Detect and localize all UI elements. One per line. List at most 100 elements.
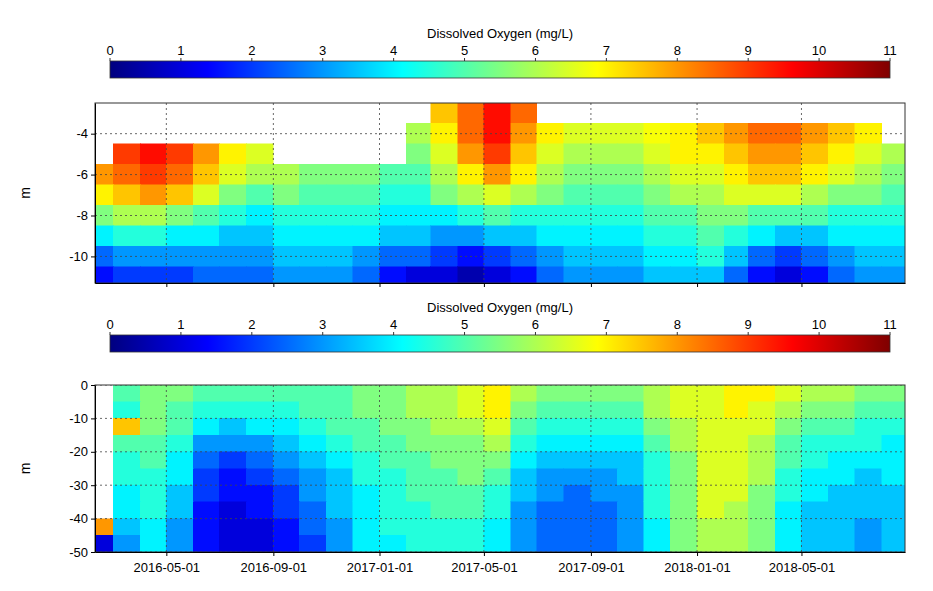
- colorbar-tick-label: 3: [319, 43, 326, 58]
- cell: [273, 502, 299, 519]
- grid-line-y: [95, 418, 905, 419]
- cell: [219, 246, 246, 266]
- colorbar-tick: [110, 58, 111, 61]
- cell: [458, 103, 484, 123]
- cell: [484, 485, 511, 502]
- cell: [380, 418, 407, 435]
- y-axis-line: [95, 104, 96, 284]
- cell: [801, 144, 828, 164]
- cell: [537, 402, 564, 419]
- y-tick: -4: [76, 126, 95, 141]
- cell: [431, 418, 458, 435]
- cell: [380, 502, 407, 519]
- cell: [193, 535, 219, 552]
- cell: [855, 502, 882, 519]
- y-tick-label: -50: [69, 545, 88, 560]
- cell: [299, 502, 326, 519]
- cell: [353, 519, 380, 536]
- cell: [431, 226, 458, 246]
- cell: [644, 402, 670, 419]
- cell: [617, 144, 644, 164]
- y-axis-title: m: [17, 463, 33, 475]
- cell: [697, 485, 724, 502]
- cell: [697, 435, 724, 452]
- x-tick-mark: [591, 552, 592, 556]
- cell: [644, 144, 670, 164]
- cell: [353, 267, 380, 283]
- cell: [748, 226, 775, 246]
- cell: [591, 519, 617, 536]
- grid-line-x: [801, 103, 802, 283]
- colorbar-tick: [819, 332, 820, 335]
- cell: [855, 535, 882, 552]
- cell: [113, 435, 140, 452]
- cell: [246, 535, 273, 552]
- cell: [458, 535, 484, 552]
- cell: [431, 452, 458, 469]
- cell: [219, 418, 246, 435]
- x-axis-line: [96, 552, 906, 553]
- cell: [246, 519, 273, 536]
- cell: [511, 103, 537, 123]
- x-tick-mark: [273, 552, 274, 556]
- y-tick-mark: [91, 385, 95, 386]
- cell: [380, 519, 407, 536]
- grid-line-y: [95, 451, 905, 452]
- cell: [724, 502, 748, 519]
- cell: [644, 469, 670, 486]
- cell: [855, 164, 882, 184]
- cell: [219, 469, 246, 486]
- cell: [353, 435, 380, 452]
- cell: [511, 123, 537, 143]
- cell: [537, 485, 564, 502]
- cell: [775, 205, 801, 225]
- cell: [113, 267, 140, 283]
- cell: [828, 185, 854, 205]
- cell: [166, 469, 193, 486]
- x-tick: [380, 283, 381, 287]
- cell: [406, 385, 430, 402]
- cell: [724, 144, 748, 164]
- cell: [193, 385, 219, 402]
- cell: [431, 205, 458, 225]
- cell: [564, 144, 591, 164]
- colorbar-tick: [322, 58, 323, 61]
- cell: [828, 418, 854, 435]
- cell: [406, 502, 430, 519]
- grid-line-x: [697, 385, 698, 552]
- cell: [882, 535, 905, 552]
- cell: [724, 485, 748, 502]
- cell: [193, 402, 219, 419]
- cell: [617, 519, 644, 536]
- cell: [564, 452, 591, 469]
- cell: [95, 185, 113, 205]
- x-tick: [591, 283, 592, 287]
- cell: [140, 144, 166, 164]
- cell: [617, 535, 644, 552]
- cell: [458, 485, 484, 502]
- cell: [724, 267, 748, 283]
- colorbar-tick: [677, 332, 678, 335]
- cell: [299, 402, 326, 419]
- cell: [431, 185, 458, 205]
- cell: [511, 469, 537, 486]
- cell: [855, 435, 882, 452]
- cell: [775, 502, 801, 519]
- cell: [406, 452, 430, 469]
- x-tick-mark: [380, 283, 381, 287]
- cell: [326, 485, 352, 502]
- cell: [617, 226, 644, 246]
- cell: [775, 385, 801, 402]
- y-tick-label: -10: [69, 411, 88, 426]
- cell: [326, 452, 352, 469]
- y-tick-label: -8: [76, 208, 88, 223]
- cell: [326, 267, 352, 283]
- cell: [140, 385, 166, 402]
- cell: [246, 452, 273, 469]
- cell: [166, 452, 193, 469]
- y-tick-mark: [91, 552, 95, 553]
- cell: [219, 267, 246, 283]
- cell: [670, 519, 697, 536]
- colorbar-title: Dissolved Oxygen (mg/L): [427, 26, 573, 41]
- cell: [537, 385, 564, 402]
